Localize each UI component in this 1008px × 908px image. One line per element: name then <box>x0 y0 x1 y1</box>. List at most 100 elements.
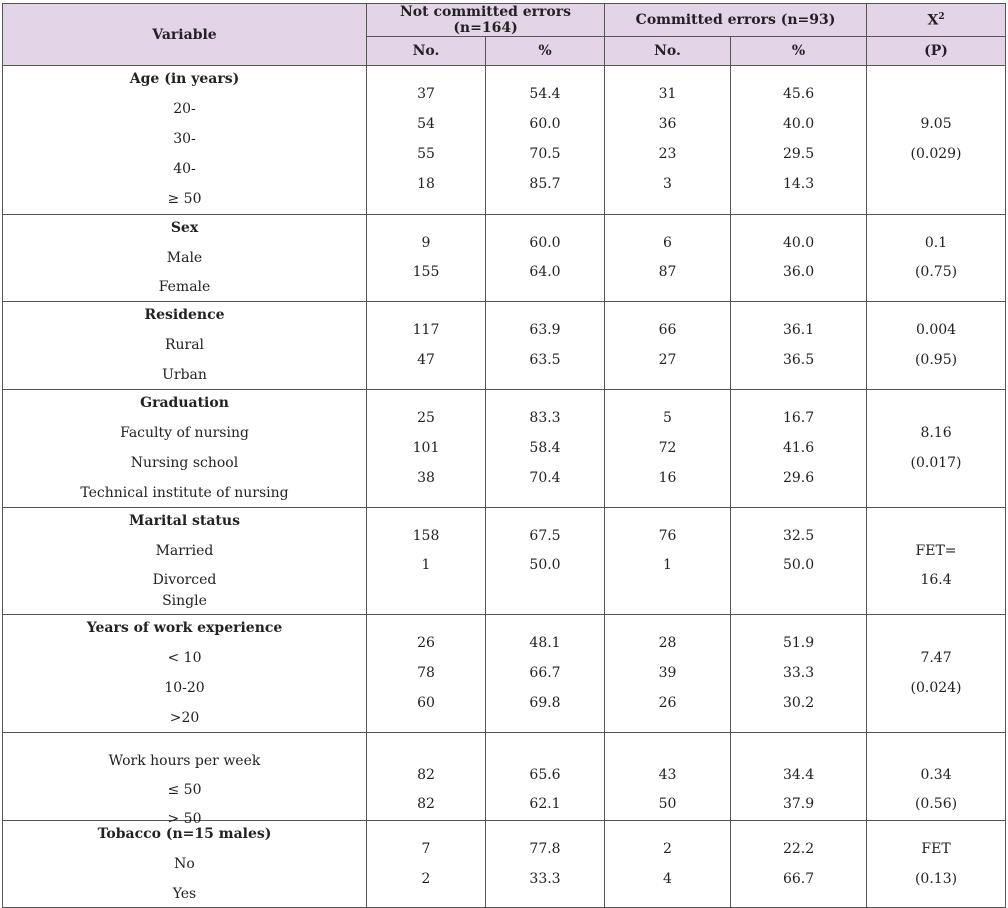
category-label: > 50 <box>167 811 202 827</box>
c-pct-cell: 40.0 36.0 <box>730 214 868 302</box>
stat-value: (0.017) <box>910 455 962 471</box>
c-no-cell: 43 50 <box>604 732 732 821</box>
variable-cell: Work hours per week ≤ 50 > 50 <box>2 732 367 827</box>
table-value: 9 <box>421 235 431 251</box>
table-value: 38 <box>417 470 435 486</box>
table-value: 69.8 <box>529 695 561 711</box>
header-chi-square: X2 <box>866 3 1007 37</box>
stat-cell: FET (0.13) <box>866 820 1007 908</box>
group-title: Residence <box>144 307 225 323</box>
table-value: 25 <box>417 410 435 426</box>
stat-value: (0.75) <box>914 264 958 280</box>
table-value: 60 <box>417 695 435 711</box>
stat-value: 0.1 <box>924 235 948 251</box>
nc-pct-cell: 54.4 60.0 70.5 85.7 <box>484 65 606 215</box>
table-value: 54.4 <box>529 86 561 102</box>
stat-cell: 8.16 (0.017) <box>866 389 1007 508</box>
category-label: 20- <box>173 101 196 117</box>
table-value: 1 <box>421 557 431 573</box>
c-pct-cell: 16.7 41.6 29.6 <box>730 389 868 508</box>
stat-value: (0.95) <box>914 352 958 368</box>
c-no-cell: 5 72 16 <box>604 389 732 508</box>
variable-cell: Years of work experience < 10 10-20 >20 <box>2 614 367 733</box>
stat-cell: 0.34 (0.56) <box>866 732 1007 821</box>
variable-cell: Tobacco (n=15 males) No Yes <box>2 820 367 908</box>
c-pct-cell: 45.6 40.0 29.5 14.3 <box>730 65 868 215</box>
table-value: 85.7 <box>529 176 561 192</box>
table-body: Age (in years) 20- 30- 40- ≥ 50 37 54 55 18 54.4 6… <box>2 65 1007 908</box>
table-value: 77.8 <box>529 841 561 857</box>
table-value: 60.0 <box>529 235 561 251</box>
header-nc-pct: % <box>484 36 606 66</box>
category-label: < 10 <box>167 650 202 666</box>
table-value: 70.4 <box>529 470 561 486</box>
header-nc-no: No. <box>366 36 486 66</box>
table-value: 48.1 <box>529 635 561 651</box>
variable-cell: Sex Male Female <box>2 214 367 302</box>
nc-no-cell: 26 78 60 <box>366 614 486 733</box>
group-title: Graduation <box>140 395 229 411</box>
table-value: 6 <box>663 235 672 251</box>
group-title: Age (in years) <box>129 71 240 87</box>
nc-no-cell: 25 101 38 <box>366 389 486 508</box>
c-no-cell: 6 87 <box>604 214 732 302</box>
table-value: 29.6 <box>782 470 815 486</box>
table-value: 72 <box>658 440 677 456</box>
table-value: 34.4 <box>782 767 815 783</box>
table-value: 4 <box>663 871 672 887</box>
table-row: Graduation Faculty of nursing Nursing scho… <box>2 389 1007 508</box>
stat-value: 0.34 <box>920 767 952 783</box>
table-value: 101 <box>412 440 440 456</box>
chi-symbol: X <box>927 12 939 29</box>
variable-cell: Residence Rural Urban <box>2 301 367 390</box>
stat-cell: FET= 16.4 <box>866 507 1007 615</box>
variable-cell: Graduation Faculty of nursing Nursing scho… <box>2 389 367 508</box>
category-label: Male <box>166 250 203 266</box>
table-value: 54 <box>417 116 435 132</box>
category-label: Faculty of nursing <box>120 425 249 441</box>
table-value: 50.0 <box>529 557 561 573</box>
table-row: Sex Male Female 9 155 60.0 64.0 6 87 40.0 36.0 0.1 (… <box>2 214 1007 302</box>
nc-pct-cell: 48.1 66.7 69.8 <box>484 614 606 733</box>
table-value: 7 <box>421 841 431 857</box>
c-no-cell: 76 1 <box>604 507 732 615</box>
stat-value: (0.13) <box>914 871 958 887</box>
table-value: 51.9 <box>782 635 815 651</box>
table-value: 16.7 <box>782 410 815 426</box>
group-title: Tobacco (n=15 males) <box>97 826 272 842</box>
table-value: 36.5 <box>782 352 815 368</box>
c-no-cell: 66 27 <box>604 301 732 390</box>
table-value: 78 <box>417 665 435 681</box>
header-variable: Variable <box>2 3 367 66</box>
table-value: 36 <box>658 116 677 132</box>
table-value: 36.0 <box>782 264 815 280</box>
stat-value: 7.47 <box>920 650 952 666</box>
table-value: 33.3 <box>529 871 561 887</box>
category-label: Urban <box>162 367 207 383</box>
nc-no-cell: 9 155 <box>366 214 486 302</box>
stat-value: FET= <box>915 543 957 559</box>
table-value: 39 <box>658 665 677 681</box>
stat-value: (0.029) <box>910 146 962 162</box>
table-value: 40.0 <box>782 116 815 132</box>
c-pct-cell: 32.5 50.0 <box>730 507 868 615</box>
header-c-pct: % <box>730 36 868 66</box>
nc-pct-cell: 60.0 64.0 <box>484 214 606 302</box>
nc-no-cell: 117 47 <box>366 301 486 390</box>
table-value: 65.6 <box>529 767 561 783</box>
table-value: 2 <box>663 841 672 857</box>
category-label: ≤ 50 <box>167 782 202 798</box>
table-value: 26 <box>658 695 677 711</box>
nc-pct-cell: 67.5 50.0 <box>484 507 606 615</box>
table-value: 155 <box>412 264 440 280</box>
table-value: 29.5 <box>782 146 815 162</box>
table-row: Marital status Married Divorced Single 158 1 6… <box>2 507 1007 615</box>
category-label: Yes <box>172 886 197 902</box>
table-value: 2 <box>421 871 431 887</box>
stat-cell: 0.004 (0.95) <box>866 301 1007 390</box>
category-label: Divorced <box>152 572 217 588</box>
table-value: 22.2 <box>782 841 815 857</box>
results-table: Variable Not committed errors (n=164) Co… <box>2 3 1007 908</box>
table-value: 58.4 <box>529 440 561 456</box>
table-value: 66.7 <box>782 871 815 887</box>
